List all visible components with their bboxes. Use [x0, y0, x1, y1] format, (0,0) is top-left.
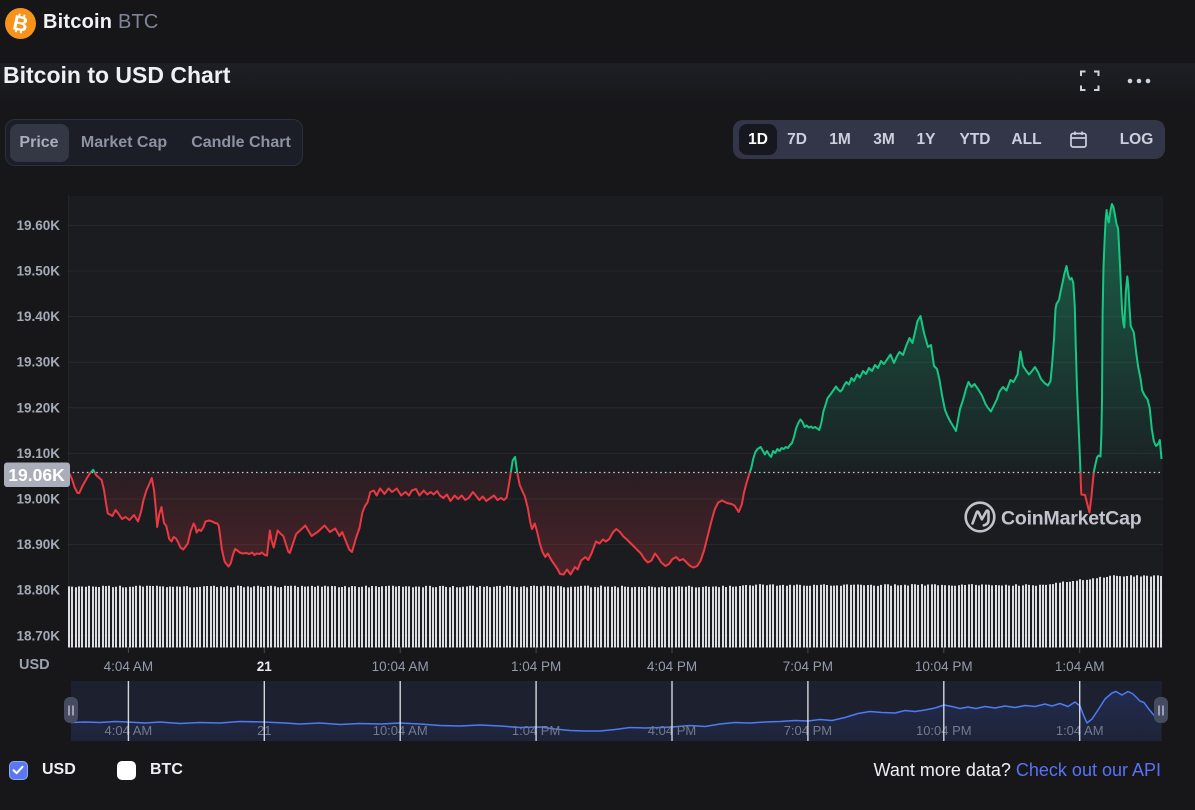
- svg-text:18.90K: 18.90K: [16, 537, 60, 552]
- svg-text:USD: USD: [19, 657, 50, 673]
- svg-text:19.20K: 19.20K: [16, 400, 60, 415]
- svg-text:10:04 AM: 10:04 AM: [372, 659, 429, 674]
- svg-text:1:04 AM: 1:04 AM: [1055, 659, 1105, 674]
- svg-text:19.50K: 19.50K: [16, 264, 60, 279]
- svg-text:19.00K: 19.00K: [16, 492, 60, 507]
- svg-text:19.06K: 19.06K: [8, 465, 65, 485]
- svg-text:4:04 PM: 4:04 PM: [647, 659, 697, 674]
- svg-text:18.80K: 18.80K: [16, 583, 60, 598]
- svg-text:21: 21: [257, 659, 273, 674]
- svg-text:CoinMarketCap: CoinMarketCap: [1001, 508, 1142, 530]
- svg-text:7:04 PM: 7:04 PM: [783, 659, 833, 674]
- svg-text:19.10K: 19.10K: [16, 446, 60, 461]
- svg-text:18.70K: 18.70K: [16, 628, 60, 643]
- svg-text:4:04 AM: 4:04 AM: [104, 659, 154, 674]
- svg-text:1:04 PM: 1:04 PM: [511, 659, 561, 674]
- svg-text:19.30K: 19.30K: [16, 355, 60, 370]
- svg-text:10:04 PM: 10:04 PM: [915, 659, 973, 674]
- svg-text:19.60K: 19.60K: [16, 218, 60, 233]
- svg-text:19.40K: 19.40K: [16, 309, 60, 324]
